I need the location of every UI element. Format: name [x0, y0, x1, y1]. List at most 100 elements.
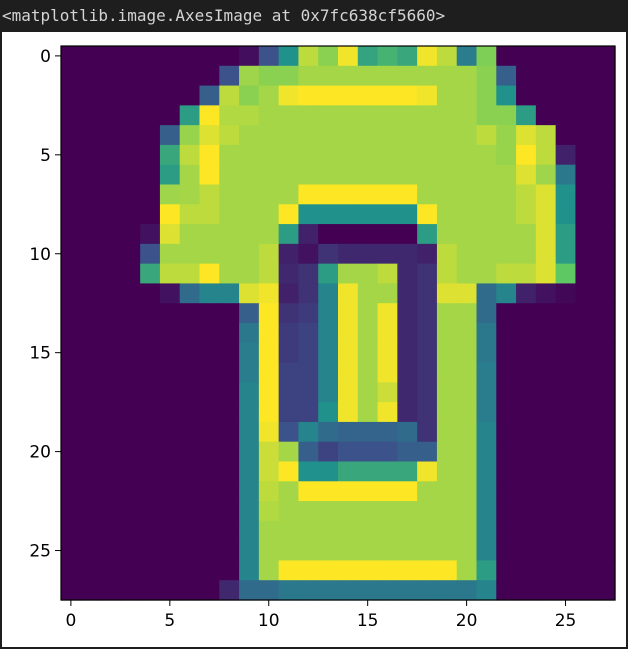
heatmap-cell: [120, 105, 141, 126]
heatmap-cell: [199, 342, 220, 364]
heatmap-cell: [61, 65, 82, 87]
heatmap-cell: [496, 540, 517, 562]
heatmap-cell: [496, 164, 517, 186]
heatmap-cell: [258, 382, 280, 403]
heatmap-cell: [140, 303, 161, 324]
heatmap-cell: [298, 184, 319, 205]
heatmap-cell: [476, 204, 497, 225]
heatmap-cell: [397, 382, 418, 403]
heatmap-cell: [417, 144, 438, 166]
heatmap-cell: [100, 580, 121, 601]
heatmap-cell: [357, 283, 379, 304]
heatmap-cell: [555, 461, 577, 482]
heatmap-cell: [397, 85, 418, 106]
heatmap-cell: [377, 481, 398, 502]
heatmap-cell: [278, 580, 300, 601]
heatmap-cell: [100, 224, 121, 245]
heatmap-cell: [219, 263, 240, 285]
heatmap-cell: [179, 382, 201, 403]
heatmap-cell: [219, 540, 240, 562]
heatmap-cell: [100, 520, 121, 542]
heatmap-cell: [456, 441, 478, 463]
heatmap-cell: [535, 283, 557, 304]
heatmap-cell: [100, 204, 121, 225]
heatmap-cell: [516, 283, 537, 304]
heatmap-cell: [436, 362, 458, 383]
heatmap-cell: [100, 323, 121, 344]
heatmap-cell: [159, 362, 181, 383]
heatmap-cell: [80, 560, 102, 581]
heatmap-cell: [496, 204, 517, 225]
heatmap-cell: [338, 540, 359, 562]
heatmap-cell: [100, 382, 121, 403]
heatmap-cell: [318, 342, 339, 364]
heatmap-cell: [239, 303, 260, 324]
heatmap-cell: [159, 204, 181, 225]
heatmap-cell: [61, 520, 82, 542]
heatmap-cell: [516, 461, 537, 482]
heatmap-cell: [476, 342, 497, 364]
heatmap-cell: [397, 362, 418, 383]
heatmap-cell: [140, 540, 161, 562]
heatmap-cell: [516, 224, 537, 245]
heatmap-cell: [258, 560, 280, 581]
heatmap-cell: [140, 441, 161, 463]
heatmap-cell: [258, 184, 280, 205]
heatmap-cell: [456, 402, 478, 423]
heatmap-cell: [61, 46, 82, 67]
heatmap-cell: [298, 105, 319, 126]
heatmap-cell: [555, 243, 577, 265]
heatmap-cell: [516, 263, 537, 285]
heatmap-cell: [278, 184, 300, 205]
heatmap-cell: [595, 184, 616, 205]
heatmap-cell: [555, 105, 577, 126]
heatmap-cell: [377, 85, 398, 106]
heatmap-cell: [496, 382, 517, 403]
heatmap-cell: [535, 303, 557, 324]
heatmap-cell: [120, 65, 141, 87]
heatmap-cell: [239, 283, 260, 304]
heatmap-cell: [436, 85, 458, 106]
heatmap-cell: [159, 323, 181, 344]
heatmap-cell: [575, 580, 596, 601]
heatmap-cell: [575, 85, 596, 106]
heatmap-cell: [476, 362, 497, 383]
heatmap-cell: [219, 243, 240, 265]
heatmap-cell: [80, 46, 102, 67]
heatmap-cells: [61, 46, 616, 601]
heatmap-cell: [555, 441, 577, 463]
heatmap-cell: [436, 501, 458, 522]
heatmap-cell: [456, 481, 478, 502]
heatmap-cell: [338, 560, 359, 581]
heatmap-cell: [80, 204, 102, 225]
heatmap-cell: [338, 461, 359, 482]
heatmap-cell: [595, 342, 616, 364]
heatmap-cell: [239, 520, 260, 542]
heatmap-cell: [575, 461, 596, 482]
heatmap-cell: [120, 224, 141, 245]
heatmap-cell: [377, 65, 398, 87]
heatmap-cell: [140, 105, 161, 126]
heatmap-cell: [397, 323, 418, 344]
heatmap-cell: [377, 560, 398, 581]
heatmap-cell: [179, 342, 201, 364]
heatmap-cell: [496, 243, 517, 265]
heatmap-cell: [199, 540, 220, 562]
heatmap-cell: [219, 501, 240, 522]
heatmap-cell: [219, 580, 240, 601]
heatmap-cell: [298, 204, 319, 225]
heatmap-cell: [456, 501, 478, 522]
heatmap-cell: [159, 461, 181, 482]
heatmap-cell: [199, 323, 220, 344]
heatmap-cell: [496, 501, 517, 522]
heatmap-cell: [199, 224, 220, 245]
heatmap-cell: [239, 560, 260, 581]
heatmap-cell: [555, 520, 577, 542]
heatmap-cell: [318, 85, 339, 106]
heatmap-cell: [120, 481, 141, 502]
heatmap-cell: [436, 342, 458, 364]
heatmap-cell: [100, 560, 121, 581]
heatmap-cell: [140, 263, 161, 285]
heatmap-cell: [377, 382, 398, 403]
heatmap-cell: [239, 323, 260, 344]
